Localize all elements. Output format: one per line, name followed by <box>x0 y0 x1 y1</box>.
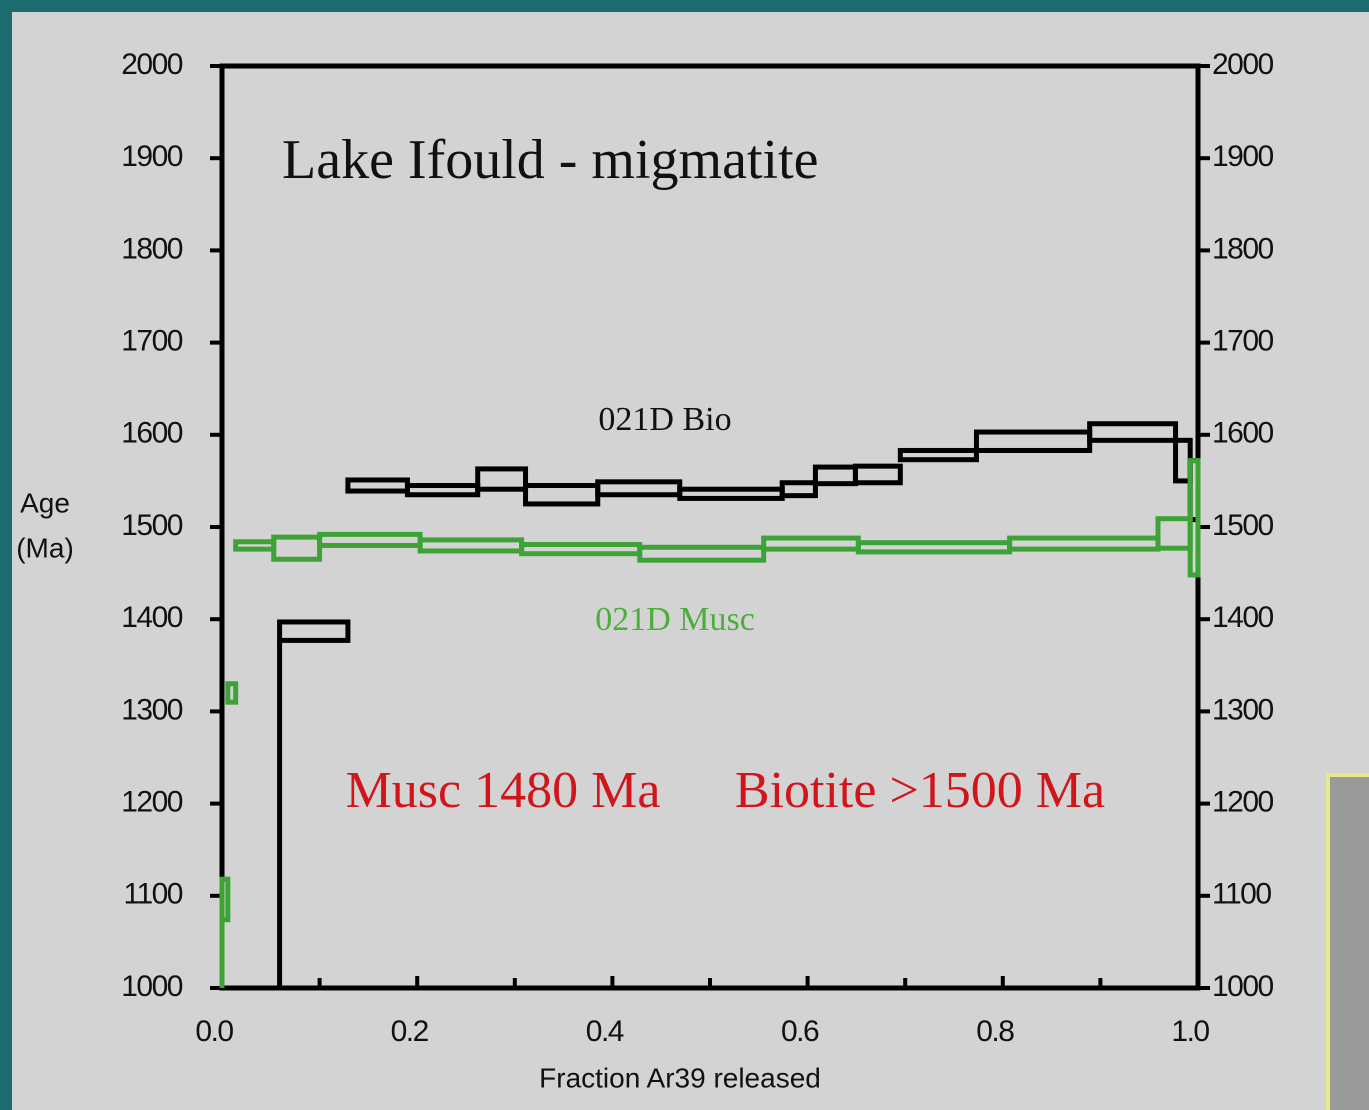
y-axis-label: Age <box>20 487 70 518</box>
age-step <box>897 447 979 463</box>
age-step <box>219 876 231 923</box>
y-tick-label: 2000 <box>121 48 183 81</box>
x-tick-label: 1.0 <box>1171 1015 1209 1048</box>
y-tick-label: 1600 <box>121 417 183 450</box>
age-step <box>225 681 239 705</box>
age-step <box>1187 458 1201 578</box>
annotation: 021D Bio <box>598 401 731 438</box>
y-tick-label: 1100 <box>123 878 182 911</box>
y2-tick-label: 1100 <box>1212 878 1271 911</box>
chart-title: Lake Ifould - migmatite <box>282 129 818 191</box>
y-tick-label: 1800 <box>121 232 183 265</box>
thumbnail <box>1326 773 1369 1110</box>
x-tick-label: 0.2 <box>391 1015 429 1048</box>
y2-tick-label: 1500 <box>1212 509 1274 542</box>
y-tick-label: 1700 <box>121 325 183 358</box>
age-step <box>1087 421 1179 443</box>
y-tick-label: 1400 <box>121 601 183 634</box>
age-step <box>852 463 903 486</box>
y2-tick-label: 1400 <box>1212 601 1274 634</box>
x-tick-label: 0.0 <box>195 1015 233 1048</box>
age-step <box>779 480 818 499</box>
y2-tick-label: 1000 <box>1212 970 1274 1003</box>
y-tick-label: 1500 <box>121 509 183 542</box>
x-tick-label: 0.6 <box>781 1015 819 1048</box>
annotation: Biotite >1500 Ma <box>735 762 1105 819</box>
age-step <box>475 466 529 492</box>
x-axis-label: Fraction Ar39 released <box>539 1062 821 1093</box>
age-step <box>277 619 351 643</box>
annotation: Musc 1480 Ma <box>346 762 661 819</box>
y2-tick-label: 1300 <box>1212 693 1274 726</box>
y2-tick-label: 1700 <box>1212 325 1274 358</box>
y-axis-label: (Ma) <box>16 532 74 563</box>
y2-tick-label: 1900 <box>1212 140 1274 173</box>
y-tick-label: 1900 <box>121 140 183 173</box>
y-tick-label: 1200 <box>121 786 183 819</box>
y2-tick-label: 2000 <box>1212 48 1274 81</box>
annotation: 021D Musc <box>595 601 755 638</box>
y2-tick-label: 1200 <box>1212 786 1274 819</box>
y2-tick-label: 1600 <box>1212 417 1274 450</box>
age-step <box>271 534 323 562</box>
y-tick-label: 1300 <box>121 693 183 726</box>
age-step <box>637 544 767 563</box>
x-tick-label: 0.4 <box>586 1015 624 1048</box>
x-tick-label: 0.8 <box>976 1015 1014 1048</box>
y-tick-label: 1000 <box>121 970 183 1003</box>
y2-tick-label: 1800 <box>1212 232 1274 265</box>
